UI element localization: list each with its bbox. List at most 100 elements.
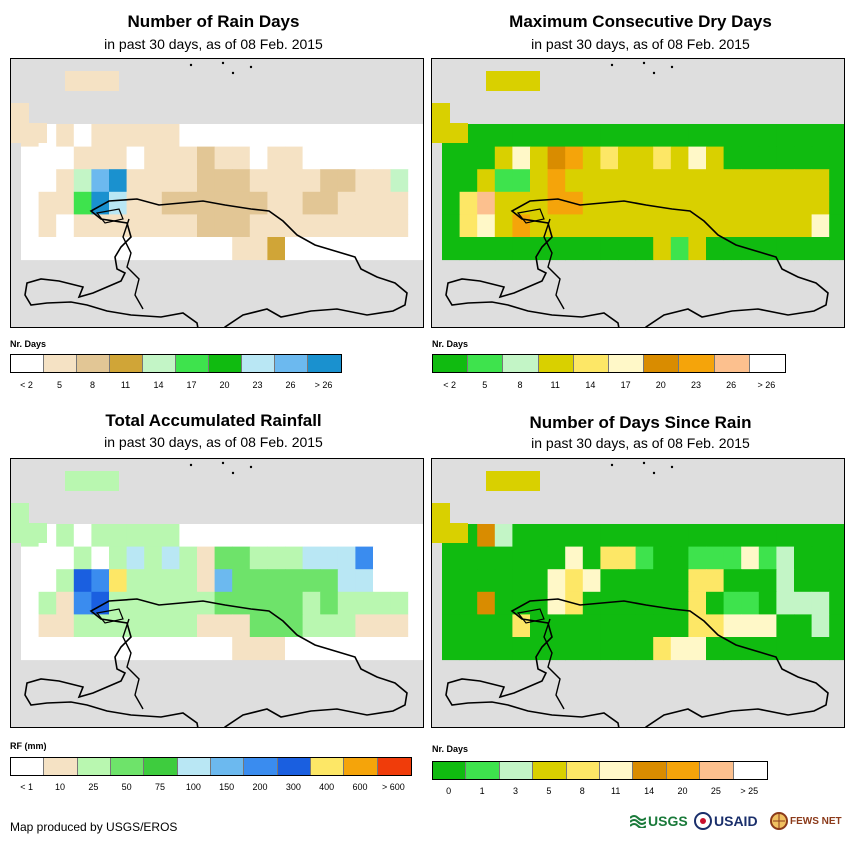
legend-swatch	[11, 758, 45, 775]
grid-cell	[373, 591, 392, 615]
grid-cell	[56, 146, 75, 170]
grid-cell	[21, 169, 40, 193]
fews-net-logo[interactable]: FEWS NET	[770, 806, 845, 836]
grid-cell	[232, 169, 251, 193]
grid-cell	[794, 146, 813, 170]
panel-title: Number of Rain Days	[127, 12, 300, 31]
grid-cell	[285, 146, 304, 170]
grid-cell	[302, 614, 321, 638]
grid-cell	[197, 146, 216, 170]
country-border	[543, 218, 565, 310]
grid-cell	[653, 214, 672, 238]
grid-cell	[565, 546, 584, 570]
panel-rain-days: Number of Rain Days in past 30 days, as …	[0, 0, 427, 400]
grid-cell	[302, 637, 321, 661]
grid-cell	[144, 524, 163, 548]
grid-cell	[285, 637, 304, 661]
legend-tick-label: 25	[710, 786, 721, 796]
grid-cell	[408, 146, 423, 170]
grid-cell	[232, 146, 251, 170]
usgs-logo[interactable]: USGS	[630, 806, 690, 836]
grid-cell	[302, 169, 321, 193]
grid-cell	[512, 237, 531, 261]
grid-cell	[390, 169, 409, 193]
grid-cell	[459, 214, 478, 238]
usaid-logo[interactable]: USAID	[694, 806, 766, 836]
grid-cell	[214, 569, 233, 593]
grid-cell	[373, 614, 392, 638]
map-frame[interactable]	[431, 58, 845, 328]
islet-dot	[652, 71, 656, 75]
grid-cell	[267, 591, 286, 615]
grid-cell	[522, 71, 540, 91]
grid-cell	[73, 169, 92, 193]
legend-title: Nr. Days	[10, 339, 47, 349]
islet-dot	[189, 463, 193, 467]
grid-cell	[494, 637, 513, 661]
grid-cell	[688, 546, 707, 570]
grid-cell	[267, 191, 286, 215]
grid-cell	[285, 169, 304, 193]
legend-swatch	[177, 758, 211, 775]
grid-cell	[355, 191, 374, 215]
legend-swatch	[714, 355, 750, 372]
grid-cell	[582, 637, 601, 661]
grid-cell	[161, 569, 180, 593]
grid-cell	[267, 524, 286, 548]
grid-cell	[197, 191, 216, 215]
islet-dot	[670, 465, 674, 469]
grid-cell	[670, 524, 689, 548]
legend-swatch	[466, 762, 500, 779]
grid-cell	[600, 637, 619, 661]
grid-cell	[811, 124, 830, 148]
grid-cell	[723, 546, 742, 570]
grid-cell	[161, 614, 180, 638]
legend-tick-label: 5	[546, 786, 552, 796]
grid-cell	[706, 569, 725, 593]
grid-cell	[811, 569, 830, 593]
grid-cell	[267, 546, 286, 570]
grid-cell	[670, 146, 689, 170]
map-frame[interactable]	[10, 58, 424, 328]
grid-cell	[109, 146, 128, 170]
islet-dot	[610, 63, 614, 67]
map-frame[interactable]	[10, 458, 424, 728]
panel-title: Number of Days Since Rain	[529, 413, 752, 432]
grid-cell	[600, 214, 619, 238]
grid-cell	[618, 524, 637, 548]
grid-cell	[653, 637, 672, 661]
grid-cell	[320, 169, 339, 193]
grid-cell	[706, 591, 725, 615]
grid-cell	[249, 169, 268, 193]
grid-cell	[232, 124, 251, 148]
legend-swatch	[210, 758, 245, 775]
grid-cell	[758, 124, 777, 148]
map-svg	[432, 461, 844, 727]
grid-cell	[618, 191, 637, 215]
grid-cell	[21, 546, 40, 570]
grid-cell	[91, 237, 110, 261]
grid-cell	[126, 191, 145, 215]
grid-cell	[320, 569, 339, 593]
grid-cell	[232, 569, 251, 593]
legend-title: Nr. Days	[432, 339, 469, 349]
grid-cell	[390, 146, 409, 170]
grid-cell	[91, 524, 110, 548]
islet-dot	[249, 465, 253, 469]
grid-cell	[197, 169, 216, 193]
map-frame[interactable]	[431, 458, 845, 728]
grid-cell	[723, 237, 742, 261]
grid-cell	[232, 524, 251, 548]
legend-bar	[432, 354, 786, 373]
grid-cell	[197, 214, 216, 238]
grid-cell	[829, 524, 844, 548]
grid-cell	[670, 237, 689, 261]
grid-cell	[144, 569, 163, 593]
grid-cell	[373, 124, 392, 148]
legend-swatch	[110, 758, 145, 775]
grid-cell	[21, 146, 40, 170]
grid-cell	[267, 569, 286, 593]
grid-cell	[38, 569, 57, 593]
grid-cell	[477, 591, 496, 615]
grid-cell	[302, 124, 321, 148]
